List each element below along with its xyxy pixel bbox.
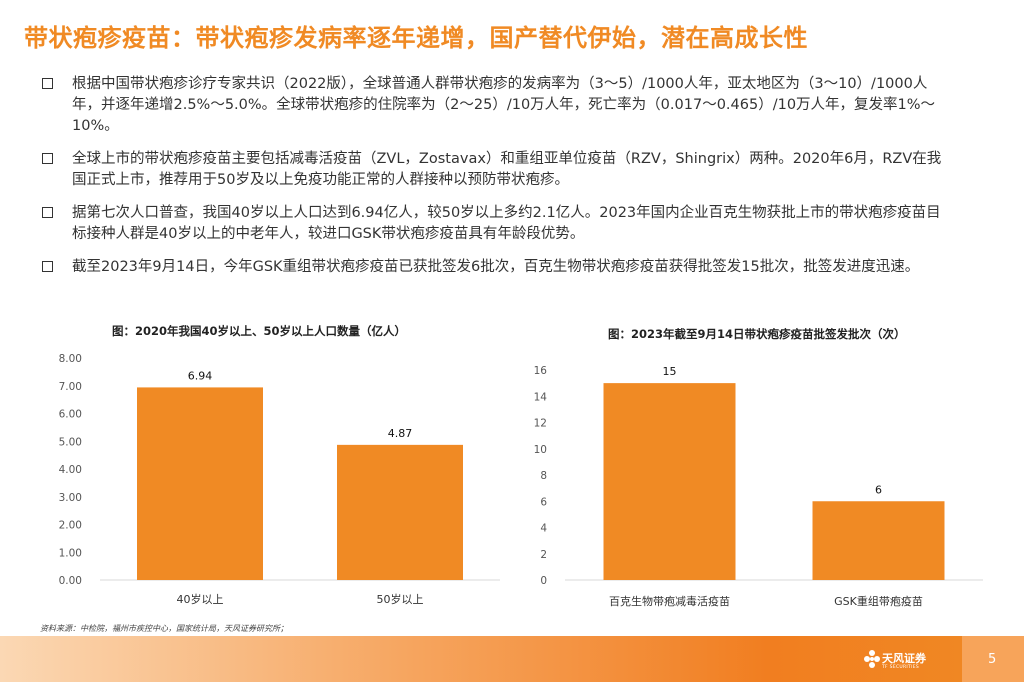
- y-tick-label: 12: [534, 418, 547, 430]
- logo-name: 天风证券: [882, 652, 926, 665]
- y-tick-label: 6.00: [59, 409, 82, 421]
- bar: [337, 444, 463, 580]
- y-tick-label: 0.00: [59, 575, 82, 587]
- bar: [137, 387, 263, 580]
- y-tick-label: 16: [534, 365, 548, 377]
- lot-release-bar-chart: 0 2 4 6 8 10 12 14 16 15 百克生物带疱减毒活疫苗 6 GSK重组带疱疫苗: [534, 365, 983, 608]
- y-tick-label: 3.00: [59, 492, 82, 504]
- logo-subtitle: TF SECURITIES: [882, 665, 920, 670]
- page-number: 5: [988, 652, 997, 667]
- bullet-item: 全球上市的带状疱疹疫苗主要包括减毒活疫苗（ZVL，Zostavax）和重组亚单位…: [42, 149, 954, 191]
- tf-securities-logo-icon: [864, 650, 880, 668]
- population-bar-chart: 0.00 1.00 2.00 3.00 4.00 5.00 6.00 7.00 8.00 6.94…: [59, 353, 500, 606]
- x-category-label: 百克生物带疱减毒活疫苗: [609, 594, 730, 608]
- y-tick-label: 5.00: [59, 436, 82, 448]
- y-tick-label: 6: [540, 496, 547, 508]
- y-tick-label: 1.00: [59, 547, 82, 559]
- page-number-box: [962, 636, 1024, 682]
- bullet-text: 截至2023年9月14日，今年GSK重组带状疱疹疫苗已获批签发6批次，百克生物带…: [72, 259, 920, 275]
- bullet-text: 全球上市的带状疱疹疫苗主要包括减毒活疫苗（ZVL，Zostavax）和重组亚单位…: [72, 151, 942, 188]
- bar: [812, 501, 945, 580]
- y-tick-label: 10: [534, 444, 547, 456]
- bullet-item: 根据中国带状疱疹诊疗专家共识（2022版），全球普通人群带状疱疹的发病率为（3～…: [42, 74, 954, 137]
- y-tick-label: 4: [540, 523, 547, 535]
- footer-bar: [0, 636, 1024, 682]
- y-tick-label: 14: [534, 391, 548, 403]
- bullet-item: 截至2023年9月14日，今年GSK重组带状疱疹疫苗已获批签发6批次，百克生物带…: [42, 257, 954, 278]
- y-tick-label: 0: [540, 575, 547, 587]
- y-tick-label: 7.00: [59, 381, 82, 393]
- bar: [603, 383, 736, 580]
- square-bullet-icon: [42, 261, 53, 272]
- data-label: 4.87: [388, 427, 413, 440]
- square-bullet-icon: [42, 207, 53, 218]
- bullet-item: 据第七次人口普查，我国40岁以上人口达到6.94亿人，较50岁以上多约2.1亿人…: [42, 203, 954, 245]
- y-tick-label: 8: [540, 470, 547, 482]
- chart-2-title: 图：2023年截至9月14日带状疱疹疫苗批签发批次（次）: [608, 327, 906, 341]
- square-bullet-icon: [42, 153, 53, 164]
- source-note: 资料来源：中检院，福州市疾控中心，国家统计局，天风证券研究所；: [40, 624, 288, 633]
- bullet-list: 根据中国带状疱疹诊疗专家共识（2022版），全球普通人群带状疱疹的发病率为（3～…: [42, 74, 954, 290]
- data-label: 6.94: [188, 369, 213, 382]
- bullet-text: 据第七次人口普查，我国40岁以上人口达到6.94亿人，较50岁以上多约2.1亿人…: [72, 205, 941, 242]
- x-category-label: 50岁以上: [377, 592, 424, 606]
- y-tick-label: 2: [540, 549, 547, 561]
- y-tick-label: 4.00: [59, 464, 82, 476]
- y-tick-label: 2.00: [59, 520, 82, 532]
- data-label: 15: [663, 365, 677, 378]
- bullet-text: 根据中国带状疱疹诊疗专家共识（2022版），全球普通人群带状疱疹的发病率为（3～…: [72, 76, 936, 134]
- page-title: 带状疱疹疫苗：带状疱疹发病率逐年递增，国产替代伊始，潜在高成长性: [24, 24, 808, 52]
- x-category-label: 40岁以上: [177, 592, 224, 606]
- square-bullet-icon: [42, 78, 53, 89]
- data-label: 6: [875, 483, 882, 496]
- y-tick-label: 8.00: [59, 353, 82, 365]
- chart-1-title: 图：2020年我国40岁以上、50岁以上人口数量（亿人）: [112, 324, 407, 338]
- x-category-label: GSK重组带疱疫苗: [834, 594, 923, 608]
